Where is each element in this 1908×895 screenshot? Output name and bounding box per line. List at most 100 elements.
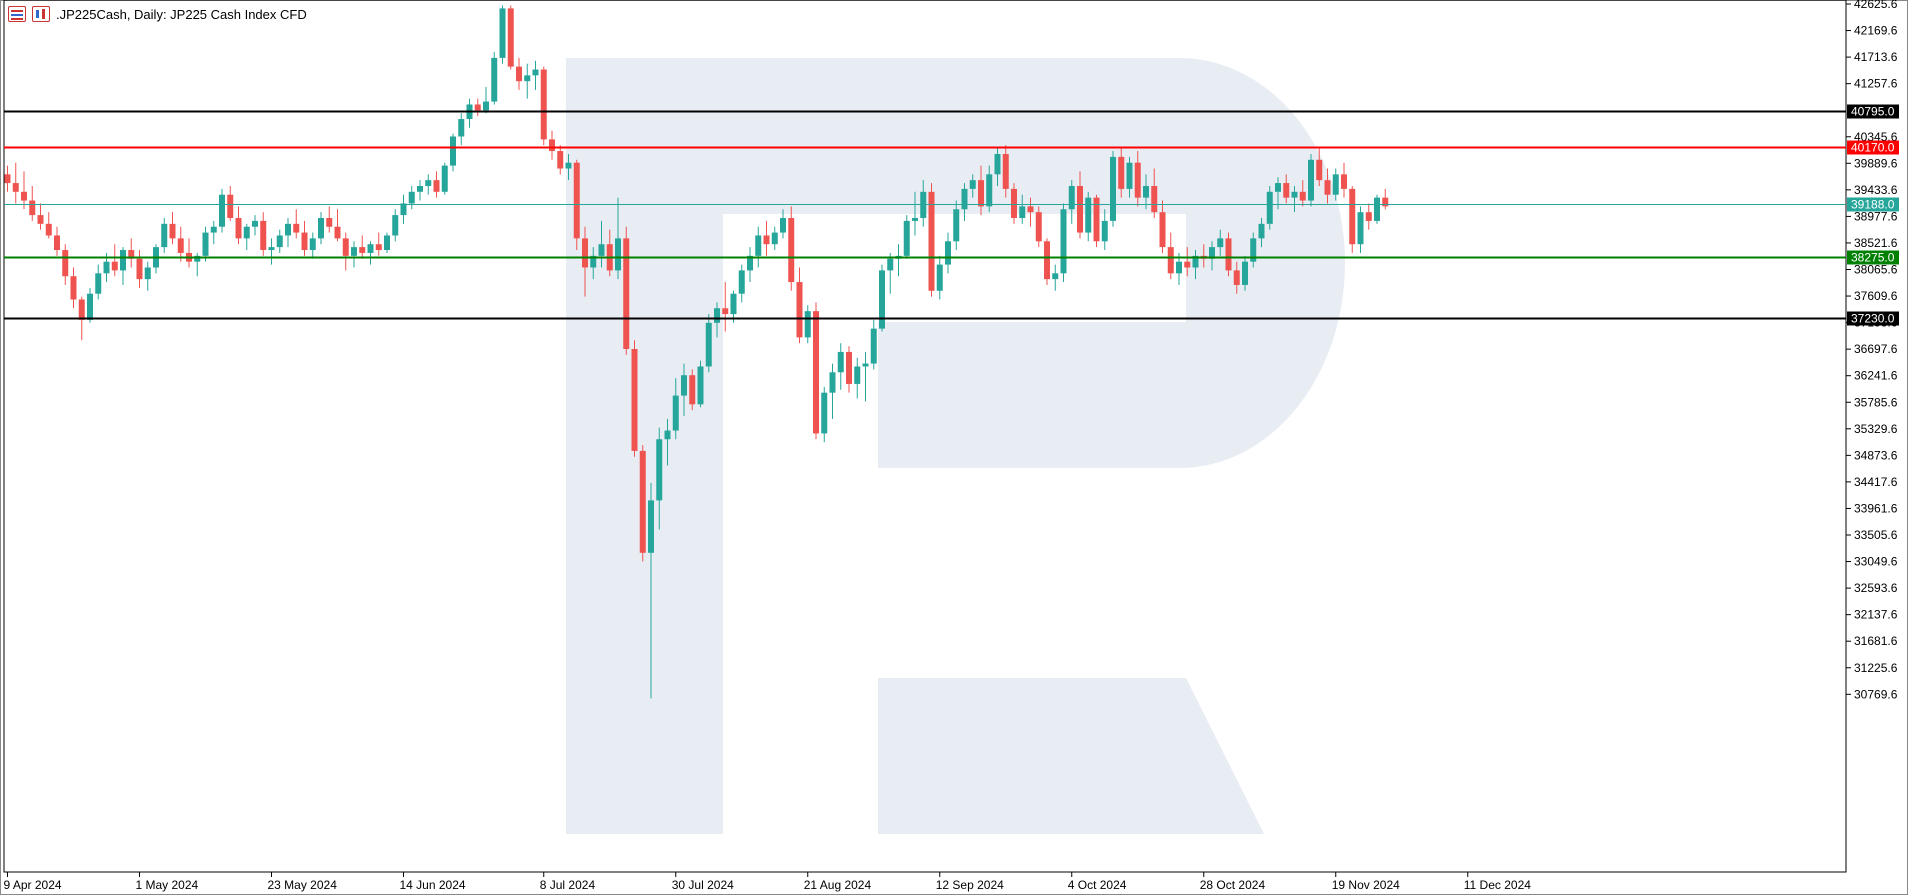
- y-tick-label: 38065.6: [1854, 263, 1898, 277]
- y-tick-label: 38977.6: [1854, 209, 1898, 223]
- candle-body: [177, 238, 184, 253]
- candle-body: [474, 104, 481, 111]
- candle-body: [235, 218, 242, 239]
- y-tick-label: 31681.6: [1854, 634, 1898, 648]
- candle-body: [689, 375, 696, 405]
- y-tick-label: 39889.6: [1854, 156, 1898, 170]
- candle-body: [12, 183, 19, 192]
- candle-body: [1159, 212, 1166, 248]
- candle-body: [37, 215, 44, 224]
- candle-body: [144, 267, 151, 280]
- candle-body: [804, 311, 811, 338]
- candle-body: [854, 366, 861, 384]
- chart-type-icon[interactable]: [32, 6, 50, 22]
- candle-body: [730, 293, 737, 315]
- x-tick-label: 8 Jul 2024: [540, 878, 596, 892]
- trade-panel-icon[interactable]: [8, 6, 26, 22]
- candle-body: [400, 203, 407, 216]
- y-tick-label: 42625.6: [1854, 0, 1898, 11]
- level-price-label: 37230.0: [1851, 312, 1895, 326]
- candle-body: [1184, 261, 1191, 268]
- candle-body: [78, 299, 85, 320]
- level-price-label: 40170.0: [1851, 141, 1895, 155]
- candle-body: [417, 185, 423, 192]
- candle-body: [1374, 197, 1380, 221]
- level-price-label: 39188.0: [1851, 198, 1895, 212]
- candle-body: [1266, 191, 1273, 224]
- candle-body: [359, 247, 366, 253]
- candle-body: [111, 261, 118, 271]
- y-tick-label: 33049.6: [1854, 555, 1898, 569]
- x-tick-label: 1 May 2024: [136, 878, 199, 892]
- candle-body: [1151, 185, 1158, 213]
- candle-body: [664, 430, 671, 440]
- candle-body: [623, 238, 630, 350]
- candle-body: [747, 255, 753, 271]
- candle-body: [1299, 191, 1306, 201]
- candle-body: [1143, 185, 1149, 198]
- candle-body: [87, 293, 93, 320]
- candle-body: [375, 244, 382, 251]
- candle-body: [408, 191, 415, 204]
- watermark-logo-bowl: [566, 58, 1345, 468]
- x-tick-label: 19 Nov 2024: [1332, 878, 1400, 892]
- level-price-label: 40795.0: [1851, 105, 1895, 119]
- candle-body: [1044, 241, 1050, 280]
- candle-body: [738, 270, 745, 294]
- candle-body: [1283, 183, 1290, 198]
- candle-body: [1035, 212, 1042, 242]
- candle-body: [1027, 206, 1034, 213]
- candle-body: [1258, 223, 1265, 239]
- candle-body: [573, 162, 580, 239]
- candle-body: [978, 180, 984, 207]
- candle-body: [1217, 238, 1224, 248]
- candle-body: [1126, 162, 1133, 189]
- candle-body: [648, 500, 654, 553]
- y-tick-label: 39433.6: [1854, 183, 1898, 197]
- level-label-bg: [1847, 104, 1899, 119]
- candle-body: [846, 351, 852, 384]
- candle-body: [342, 238, 349, 256]
- candle-body: [1233, 270, 1240, 285]
- y-tick-label: 33505.6: [1854, 528, 1898, 542]
- y-tick-label: 30769.6: [1854, 687, 1898, 701]
- candle-body: [384, 235, 390, 251]
- candle-body: [936, 264, 943, 291]
- x-tick-label: 14 Jun 2024: [400, 878, 466, 892]
- y-tick-label: 37609.6: [1854, 289, 1898, 303]
- candle-body: [103, 261, 110, 274]
- candle-body: [293, 223, 300, 233]
- candle-body: [392, 215, 399, 236]
- candle-body: [862, 363, 869, 367]
- candle-body: [450, 136, 456, 166]
- candle-body: [813, 311, 819, 434]
- candle-body: [169, 223, 176, 239]
- candle-body: [136, 258, 143, 280]
- candle-body: [590, 255, 597, 268]
- candle-body: [986, 174, 993, 207]
- candle-body: [1052, 273, 1059, 280]
- candle-body: [1085, 197, 1092, 233]
- x-tick-label: 30 Jul 2024: [672, 878, 734, 892]
- candle-body: [1060, 209, 1067, 274]
- x-tick-label: 28 Oct 2024: [1200, 878, 1266, 892]
- x-tick-label: 9 Apr 2024: [4, 878, 62, 892]
- candle-body: [755, 235, 762, 256]
- candle-body: [334, 226, 341, 239]
- candle-body: [128, 250, 135, 259]
- candle-body: [969, 180, 976, 189]
- candle-body: [1349, 188, 1356, 245]
- x-tick-label: 23 May 2024: [268, 878, 338, 892]
- candle-body: [961, 188, 968, 210]
- candle-body: [837, 351, 844, 373]
- level-price-label: 38275.0: [1851, 251, 1895, 265]
- candle-body: [4, 174, 11, 184]
- chart-header: .JP225Cash, Daily: JP225 Cash Index CFD: [8, 6, 307, 22]
- candle-body: [1093, 197, 1100, 242]
- y-tick-label: 33961.6: [1854, 501, 1898, 515]
- candle-body: [1291, 191, 1298, 198]
- candle-body: [928, 191, 935, 291]
- candle-body: [887, 258, 894, 271]
